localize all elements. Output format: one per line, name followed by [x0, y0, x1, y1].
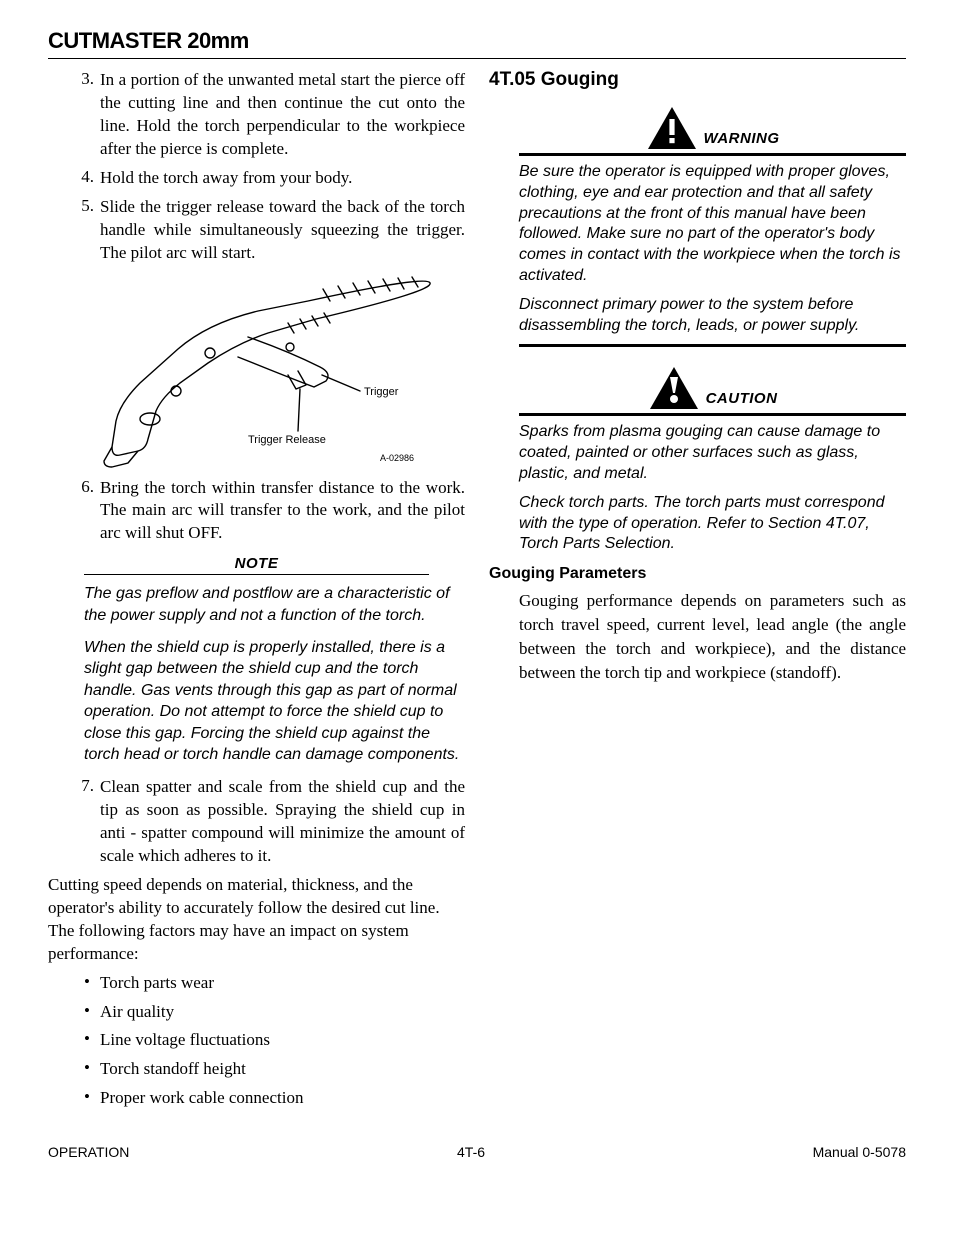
- bullet-dot: •: [84, 972, 100, 995]
- bullet-item: •Proper work cable connection: [48, 1087, 465, 1110]
- list-item: 4.Hold the torch away from your body.: [48, 167, 465, 190]
- alert-paragraph: Sparks from plasma gouging can cause dam…: [519, 422, 906, 484]
- bullet-dot: •: [84, 1087, 100, 1110]
- list-item: 3.In a portion of the unwanted metal sta…: [48, 69, 465, 161]
- footer-right: Manual 0-5078: [813, 1144, 906, 1160]
- bullet-item: •Air quality: [48, 1001, 465, 1024]
- bullet-text: Line voltage fluctuations: [100, 1029, 270, 1052]
- section-heading-gouging: 4T.05 Gouging: [489, 69, 906, 91]
- alert-paragraph: Disconnect primary power to the system b…: [519, 295, 906, 337]
- closing-paragraph: Cutting speed depends on material, thick…: [48, 874, 465, 966]
- bullet-text: Torch parts wear: [100, 972, 214, 995]
- two-column-layout: 3.In a portion of the unwanted metal sta…: [48, 69, 906, 1116]
- caution-label: CAUTION: [706, 390, 778, 411]
- bullet-item: •Torch standoff height: [48, 1058, 465, 1081]
- bullet-item: •Line voltage fluctuations: [48, 1029, 465, 1052]
- list-number: 7.: [78, 776, 100, 868]
- bullet-dot: •: [84, 1058, 100, 1081]
- list-text: Clean spatter and scale from the shield …: [100, 776, 465, 868]
- note-heading: NOTE: [84, 555, 429, 575]
- bullet-dot: •: [84, 1029, 100, 1052]
- gouging-parameters-paragraph: Gouging performance depends on parameter…: [519, 589, 906, 684]
- list-item: 5.Slide the trigger release toward the b…: [48, 196, 465, 265]
- gouging-parameters-heading: Gouging Parameters: [489, 565, 906, 583]
- bullet-text: Torch standoff height: [100, 1058, 246, 1081]
- list-text: Slide the trigger release toward the bac…: [100, 196, 465, 265]
- list-number: 5.: [78, 196, 100, 265]
- ordered-steps-c: 7.Clean spatter and scale from the shiel…: [48, 776, 465, 868]
- note-body-container: The gas preflow and postflow are a chara…: [48, 583, 465, 766]
- list-text: Hold the torch away from your body.: [100, 167, 352, 190]
- list-number: 3.: [78, 69, 100, 161]
- bullet-item: •Torch parts wear: [48, 972, 465, 995]
- alert-paragraph: Be sure the operator is equipped with pr…: [519, 162, 906, 287]
- footer-left: OPERATION: [48, 1144, 129, 1160]
- list-number: 4.: [78, 167, 100, 190]
- footer-center: 4T-6: [457, 1144, 485, 1160]
- caution-head: CAUTION: [519, 365, 906, 416]
- bullet-text: Air quality: [100, 1001, 174, 1024]
- bullet-list: •Torch parts wear•Air quality•Line volta…: [48, 972, 465, 1111]
- note-paragraph: When the shield cup is properly installe…: [84, 637, 465, 767]
- bullet-dot: •: [84, 1001, 100, 1024]
- diagram-label-release: Trigger Release: [248, 434, 326, 446]
- warning-bottom-rule: [519, 344, 906, 347]
- warning-block: WARNING Be sure the operator is equipped…: [519, 105, 906, 347]
- ordered-steps-b: 6.Bring the torch within transfer distan…: [48, 477, 465, 546]
- warning-label: WARNING: [704, 130, 780, 151]
- right-column: 4T.05 Gouging WARNING Be sure the operat…: [489, 69, 906, 1116]
- page-footer: OPERATION 4T-6 Manual 0-5078: [48, 1144, 906, 1160]
- diagram-art-code: A-02986: [380, 453, 414, 463]
- caution-block: CAUTION Sparks from plasma gouging can c…: [519, 365, 906, 555]
- list-item: 6.Bring the torch within transfer distan…: [48, 477, 465, 546]
- list-item: 7.Clean spatter and scale from the shiel…: [48, 776, 465, 868]
- bullet-text: Proper work cable connection: [100, 1087, 303, 1110]
- caution-body: Sparks from plasma gouging can cause dam…: [519, 422, 906, 555]
- torch-diagram: Trigger Trigger Release A-02986: [98, 271, 465, 471]
- ordered-steps-a: 3.In a portion of the unwanted metal sta…: [48, 69, 465, 265]
- list-text: Bring the torch within transfer distance…: [100, 477, 465, 546]
- caution-triangle-icon: [648, 365, 700, 411]
- list-number: 6.: [78, 477, 100, 546]
- diagram-label-trigger: Trigger: [364, 386, 399, 398]
- warning-body: Be sure the operator is equipped with pr…: [519, 162, 906, 336]
- warning-head: WARNING: [519, 105, 906, 156]
- page-title: CUTMASTER 20mm: [48, 28, 906, 59]
- warning-triangle-icon: [646, 105, 698, 151]
- torch-svg: Trigger Trigger Release A-02986: [98, 271, 438, 471]
- list-text: In a portion of the unwanted metal start…: [100, 69, 465, 161]
- note-paragraph: The gas preflow and postflow are a chara…: [84, 583, 465, 626]
- left-column: 3.In a portion of the unwanted metal sta…: [48, 69, 465, 1116]
- alert-paragraph: Check torch parts. The torch parts must …: [519, 493, 906, 555]
